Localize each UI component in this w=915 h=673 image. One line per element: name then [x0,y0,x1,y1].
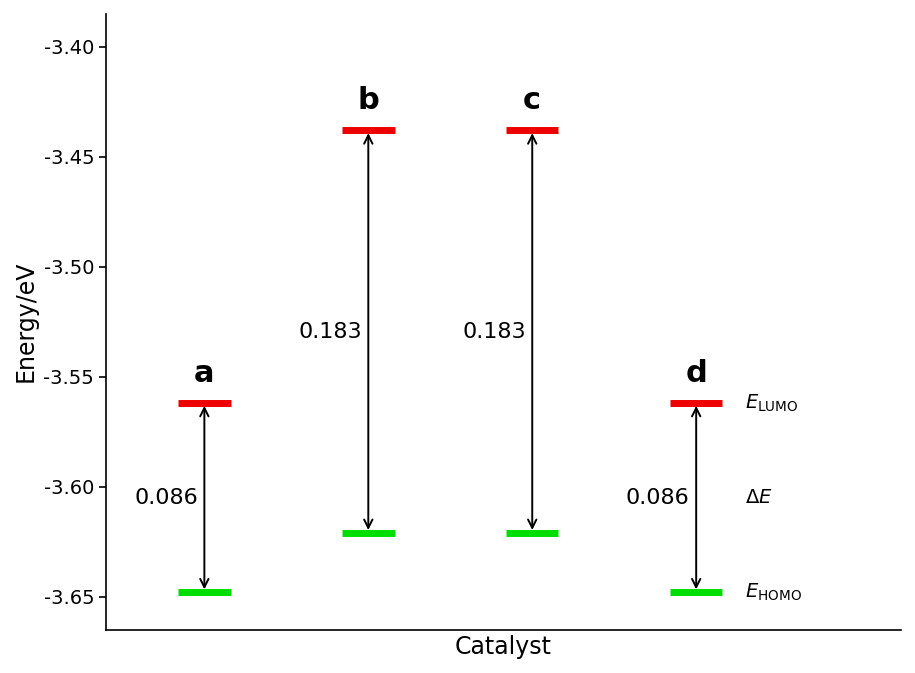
Text: $\Delta E$: $\Delta E$ [746,488,773,507]
Text: a: a [194,359,215,388]
Text: 0.183: 0.183 [298,322,361,342]
Text: c: c [523,86,542,115]
Y-axis label: Energy/eV: Energy/eV [14,261,38,382]
Text: $E_{\rm HOMO}$: $E_{\rm HOMO}$ [746,581,802,603]
Text: d: d [685,359,707,388]
Text: 0.086: 0.086 [626,488,690,507]
Text: $E_{\rm LUMO}$: $E_{\rm LUMO}$ [746,392,799,414]
X-axis label: Catalyst: Catalyst [455,635,552,659]
Text: 0.086: 0.086 [135,488,198,507]
Text: 0.183: 0.183 [462,322,526,342]
Text: b: b [358,86,379,115]
